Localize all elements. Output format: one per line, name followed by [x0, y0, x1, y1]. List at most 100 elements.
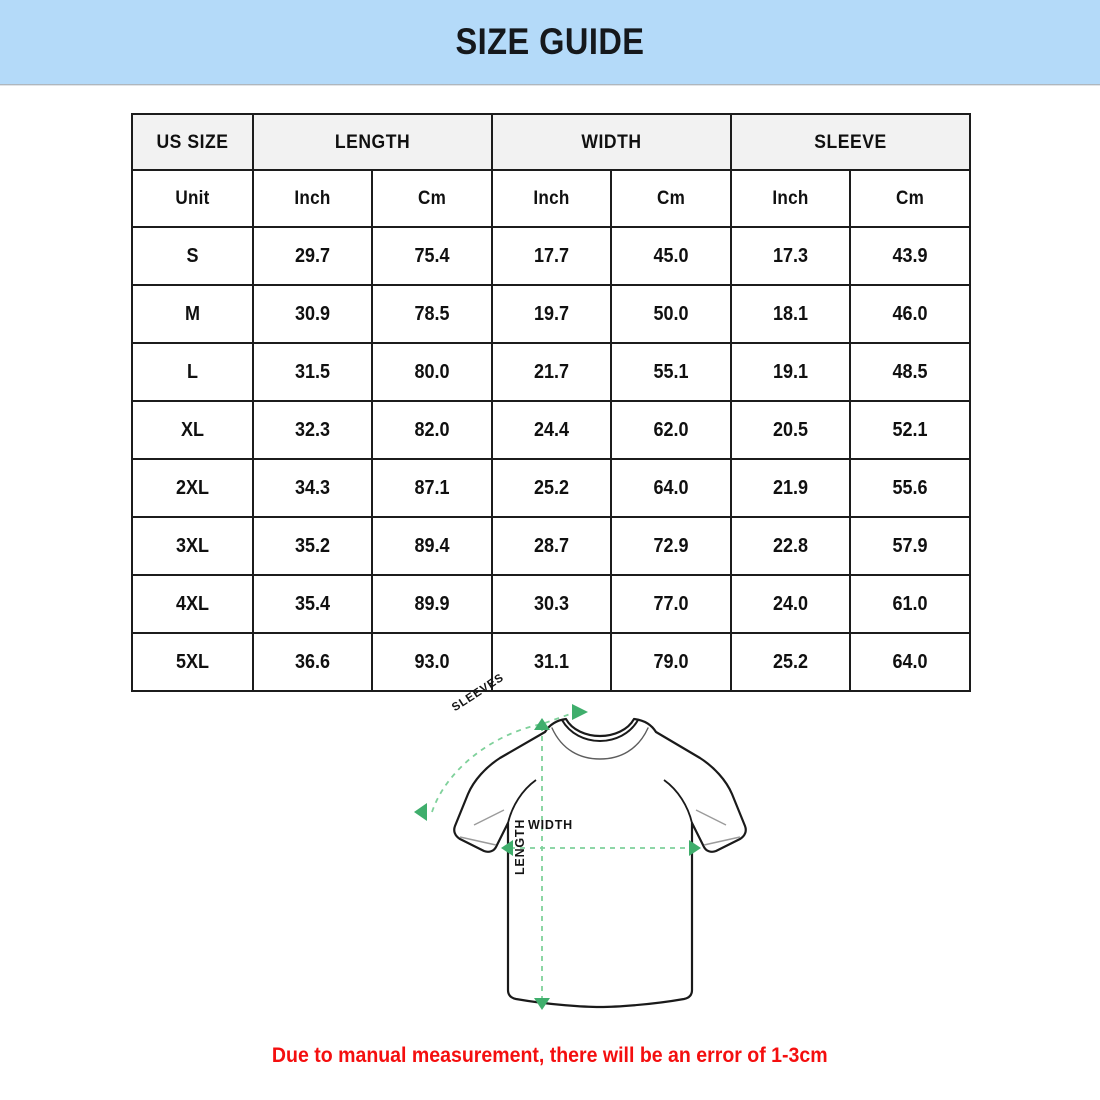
row-size-label: L: [131, 342, 254, 402]
label-length: LENGTH: [513, 818, 527, 875]
group-header-width: WIDTH: [491, 113, 733, 171]
cell-sleeve-cm: 48.5: [849, 342, 972, 402]
sleeve-seam-left: [507, 779, 537, 824]
unit-cell-length-cm: Cm: [370, 169, 494, 228]
measurement-disclaimer: Due to manual measurement, there will be…: [0, 1044, 1100, 1068]
label-width: WIDTH: [528, 818, 573, 832]
cell-width-cm: 77.0: [610, 574, 733, 634]
cell-width-cm: 72.9: [610, 516, 733, 576]
cell-width-cm: 64.0: [610, 458, 733, 518]
cell-length-inch: 29.7: [252, 226, 373, 286]
collar-line: [561, 719, 639, 743]
cell-width-cm: 79.0: [610, 632, 733, 692]
cell-sleeve-inch: 22.8: [730, 516, 852, 576]
cell-length-inch: 35.4: [252, 574, 373, 634]
cell-width-inch: 28.7: [491, 516, 613, 576]
row-size-label: 5XL: [131, 632, 254, 692]
row-size-label: 4XL: [131, 574, 254, 634]
cell-width-inch: 19.7: [491, 284, 613, 344]
cell-sleeve-inch: 18.1: [730, 284, 852, 344]
cell-sleeve-inch: 20.5: [730, 400, 852, 460]
table-row: M 30.9 78.5 19.7 50.0 18.1 46.0: [131, 284, 972, 344]
sleeve-fold-left: [473, 809, 505, 826]
page-title: SIZE GUIDE: [455, 21, 645, 62]
header-divider: [0, 84, 1100, 86]
cell-sleeve-cm: 46.0: [849, 284, 972, 344]
cell-width-inch: 30.3: [491, 574, 613, 634]
table-group-header-row: US SIZE LENGTH WIDTH SLEEVE: [131, 113, 972, 171]
tshirt-illustration: [414, 704, 747, 1010]
row-size-label: 2XL: [131, 458, 254, 518]
width-arrow-right: [689, 840, 701, 856]
cell-sleeve-inch: 25.2: [730, 632, 852, 692]
cell-length-inch: 30.9: [252, 284, 373, 344]
cell-length-cm: 93.0: [370, 632, 494, 692]
table-row: S 29.7 75.4 17.7 45.0 17.3 43.9: [131, 226, 972, 286]
cell-length-cm: 78.5: [370, 284, 494, 344]
table-row: 4XL 35.4 89.9 30.3 77.0 24.0 61.0: [131, 574, 972, 634]
cell-length-inch: 31.5: [252, 342, 373, 402]
size-table-wrapper: US SIZE LENGTH WIDTH SLEEVE Unit Inch: [131, 113, 972, 692]
table-row: L 31.5 80.0 21.7 55.1 19.1 48.5: [131, 342, 972, 402]
cell-length-cm: 87.1: [370, 458, 494, 518]
sleeve-seam-right: [663, 779, 693, 824]
group-header-us-size: US SIZE: [131, 113, 254, 171]
cell-length-cm: 75.4: [370, 226, 494, 286]
cell-sleeve-cm: 43.9: [849, 226, 972, 286]
cell-sleeve-inch: 24.0: [730, 574, 852, 634]
cell-length-inch: 35.2: [252, 516, 373, 576]
sleeve-fold-right: [695, 809, 727, 826]
cell-length-inch: 36.6: [252, 632, 373, 692]
unit-cell-width-cm: Cm: [610, 169, 733, 228]
cell-width-inch: 31.1: [491, 632, 613, 692]
unit-cell-sleeve-cm: Cm: [849, 169, 972, 228]
cell-sleeve-cm: 64.0: [849, 632, 972, 692]
cell-sleeve-inch: 17.3: [730, 226, 852, 286]
cell-width-cm: 55.1: [610, 342, 733, 402]
table-row: XL 32.3 82.0 24.4 62.0 20.5 52.1: [131, 400, 972, 460]
sleeve-arrow-end: [572, 704, 588, 720]
cell-width-cm: 45.0: [610, 226, 733, 286]
cell-length-inch: 34.3: [252, 458, 373, 518]
cell-sleeve-cm: 57.9: [849, 516, 972, 576]
cell-length-cm: 80.0: [370, 342, 494, 402]
table-unit-row: Unit Inch Cm Inch Cm Inch Cm: [131, 169, 972, 228]
cell-length-cm: 89.9: [370, 574, 494, 634]
cell-sleeve-inch: 19.1: [730, 342, 852, 402]
cell-sleeve-cm: 55.6: [849, 458, 972, 518]
unit-cell-unit: Unit: [131, 169, 254, 228]
guide-lines: [431, 711, 692, 1006]
unit-cell-width-inch: Inch: [491, 169, 613, 228]
row-size-label: S: [131, 226, 254, 286]
cell-length-cm: 82.0: [370, 400, 494, 460]
length-arrow-top: [534, 718, 550, 730]
tshirt-outline: [453, 717, 747, 1009]
sleeve-hem-right: [703, 836, 741, 846]
unit-cell-sleeve-inch: Inch: [730, 169, 852, 228]
unit-cell-length-inch: Inch: [252, 169, 373, 228]
collar-shadow-line: [551, 727, 649, 760]
cell-width-inch: 25.2: [491, 458, 613, 518]
table-row: 5XL 36.6 93.0 31.1 79.0 25.2 64.0: [131, 632, 972, 692]
sleeve-arrow-start: [414, 803, 427, 821]
guide-arrowheads: [414, 704, 701, 1010]
row-size-label: 3XL: [131, 516, 254, 576]
cell-length-cm: 89.4: [370, 516, 494, 576]
row-size-label: XL: [131, 400, 254, 460]
cell-sleeve-inch: 21.9: [730, 458, 852, 518]
cell-width-inch: 17.7: [491, 226, 613, 286]
cell-sleeve-cm: 52.1: [849, 400, 972, 460]
table-row: 3XL 35.2 89.4 28.7 72.9 22.8 57.9: [131, 516, 972, 576]
sleeve-hem-left: [459, 836, 497, 846]
length-arrow-bottom: [534, 998, 550, 1010]
table-row: 2XL 34.3 87.1 25.2 64.0 21.9 55.6: [131, 458, 972, 518]
tshirt-diagram: SLEEVES WIDTH LENGTH: [400, 672, 760, 1030]
header-band: SIZE GUIDE: [0, 0, 1100, 84]
cell-width-cm: 62.0: [610, 400, 733, 460]
cell-length-inch: 32.3: [252, 400, 373, 460]
size-guide-table: US SIZE LENGTH WIDTH SLEEVE Unit Inch: [131, 113, 972, 692]
cell-width-cm: 50.0: [610, 284, 733, 344]
width-arrow-left: [501, 840, 513, 856]
row-size-label: M: [131, 284, 254, 344]
cell-width-inch: 24.4: [491, 400, 613, 460]
